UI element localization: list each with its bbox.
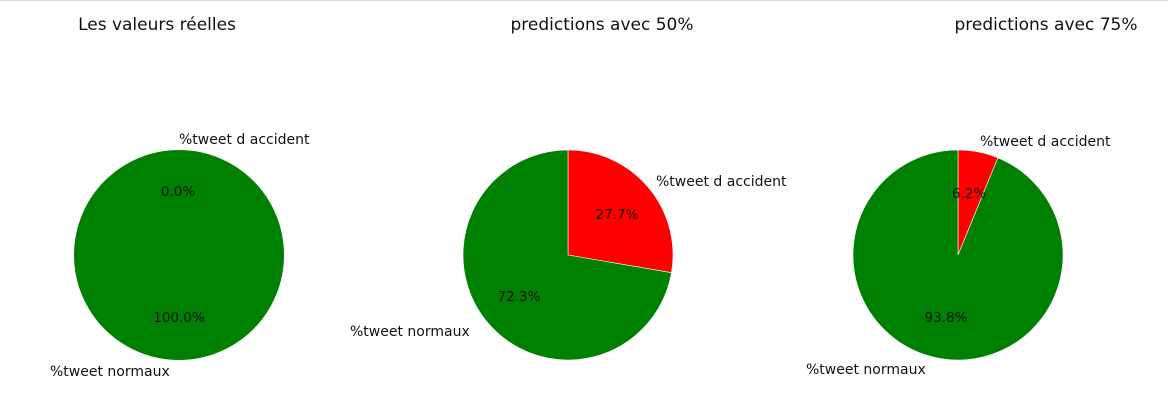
pie-1-label-accident: %tweet d accident: [179, 132, 310, 148]
pie-2-slices: [462, 149, 674, 361]
pie-2-pct-normaux: 72.3%: [498, 289, 541, 305]
pie-3-label-normaux: %tweet normaux: [806, 362, 926, 378]
pie-1-pct-normaux: 100.0%: [153, 310, 205, 326]
pie-3-pct-accident: 6.2%: [952, 186, 986, 202]
top-border: [0, 0, 1168, 1]
pie-3-label-accident: %tweet d accident: [980, 134, 1111, 150]
pie-1-slice-normaux: [74, 150, 284, 360]
pie-1-slices: [74, 150, 284, 360]
chart-title-2: predictions avec 50%: [510, 15, 693, 35]
pie-3-slices: [852, 149, 1064, 361]
pie-2-pct-accident: 27.7%: [596, 207, 639, 223]
pie-2-slice-normaux: [462, 149, 672, 361]
chart-title-3: predictions avec 75%: [954, 15, 1137, 35]
chart-title-1: Les valeurs réelles: [78, 15, 236, 35]
pie-chart-2: predictions avec 50% %tweet d accident %…: [350, 15, 787, 361]
pie-2-slice-accident: [567, 149, 674, 274]
pie-2-label-normaux: %tweet normaux: [350, 324, 470, 340]
pie-2-label-accident: %tweet d accident: [656, 174, 787, 190]
pie-3-pct-normaux: 93.8%: [925, 310, 968, 326]
pie-chart-1: Les valeurs réelles %tweet d accident %t…: [50, 15, 310, 380]
pie-3-slice-normaux: [852, 149, 1064, 361]
pie-1-pct-accident: 0.0%: [161, 184, 195, 200]
pie-chart-3: predictions avec 75% %tweet d accident %…: [806, 15, 1138, 378]
pie-1-label-normaux: %tweet normaux: [50, 364, 170, 380]
